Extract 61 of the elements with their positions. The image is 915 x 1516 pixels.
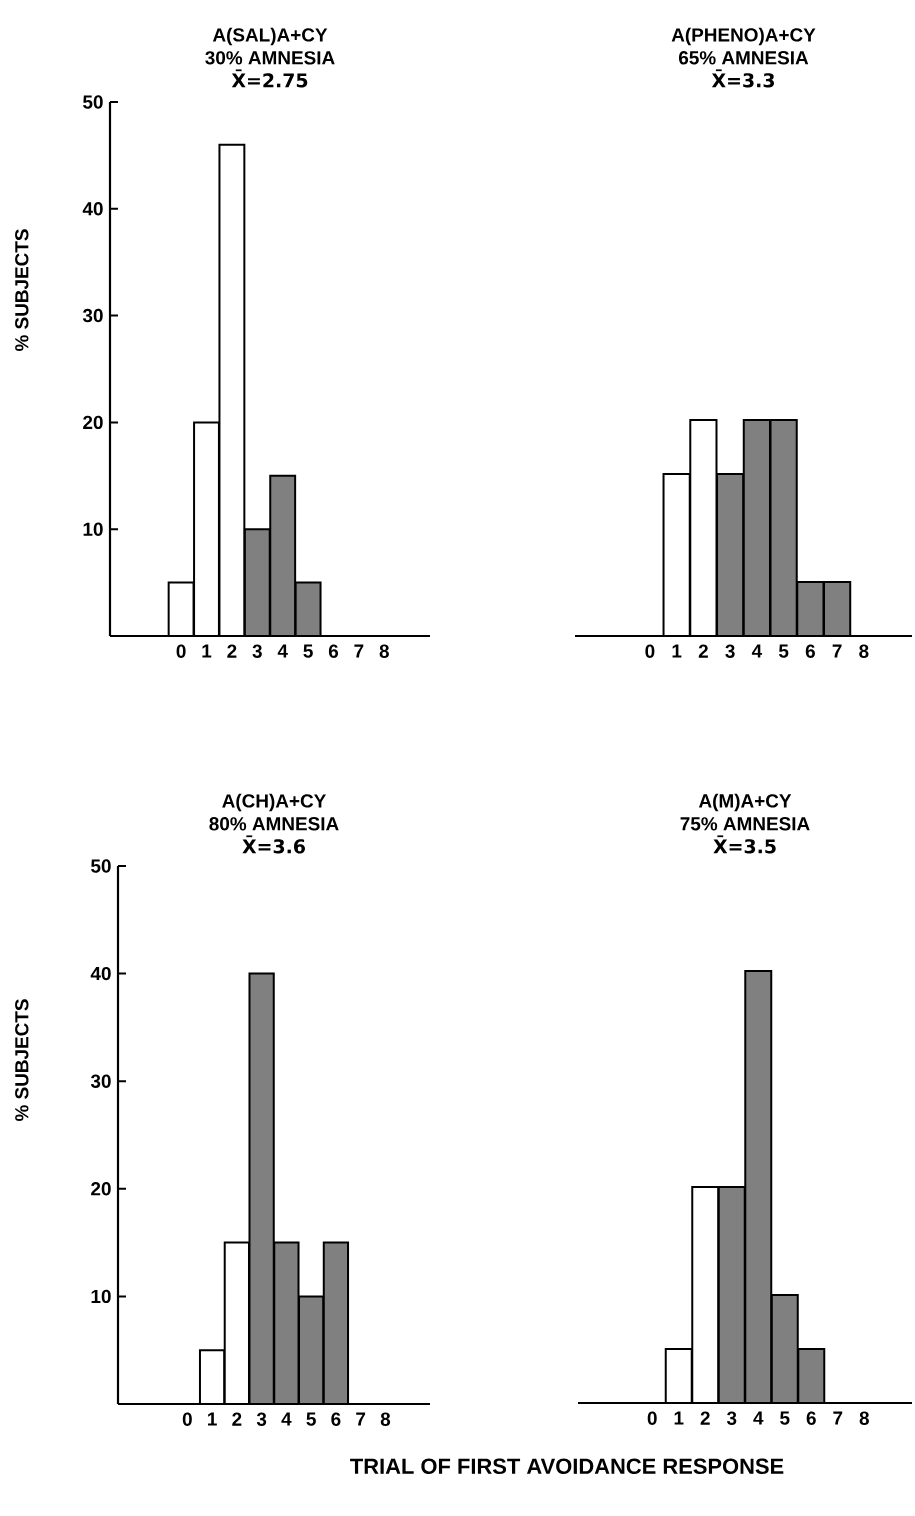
- x-tick-label: 1: [208, 1412, 217, 1426]
- x-tick-label: 3: [252, 644, 262, 658]
- x-tick-label: 0: [176, 644, 186, 658]
- x-tick-label: 4: [281, 1412, 292, 1426]
- chart-title: A(PHENO)A+CY: [671, 27, 816, 46]
- chart-subtitle: 75% AMNESIA: [680, 817, 810, 831]
- text: X̄=3.5: [713, 835, 776, 854]
- y-tick-label: 50: [91, 859, 111, 873]
- text: X̄=2.75: [231, 69, 308, 88]
- x-tick-label: 1: [202, 644, 212, 658]
- x-tick-label: 0: [645, 644, 655, 658]
- x-tick-label: 2: [700, 1411, 710, 1425]
- y-tick-label: 40: [82, 202, 103, 216]
- y-tick-label: 30: [90, 1074, 111, 1088]
- chart-subtitle: 65% AMNESIA: [678, 51, 809, 65]
- y-tick-label: 30: [82, 308, 103, 323]
- y-tick-label: 20: [91, 1182, 111, 1196]
- text: X̄=3.6: [242, 835, 305, 854]
- x-tick-label: 7: [356, 1412, 366, 1426]
- x-tick-label: 3: [725, 644, 735, 658]
- y-tick-label: 20: [83, 415, 103, 430]
- x-tick-label: 0: [182, 1412, 192, 1426]
- x-tick-label: 3: [256, 1412, 267, 1426]
- x-tick-label: 2: [232, 1412, 242, 1426]
- chart-title: A(M)A+CY: [698, 793, 792, 812]
- chart-subtitle: 30% AMNESIA: [205, 51, 335, 65]
- y-axis-title: % SUBJECTS: [15, 229, 29, 352]
- chart-title: A(SAL)A+CY: [212, 27, 328, 46]
- x-tick-label: 7: [833, 1411, 843, 1425]
- x-tick-label: 1: [672, 644, 682, 658]
- x-tick-label: 6: [328, 644, 339, 658]
- x-tick-label: 5: [778, 644, 789, 658]
- text: X̄=3.3: [711, 69, 774, 88]
- y-tick-label: 10: [91, 1289, 111, 1304]
- x-tick-label: 2: [227, 644, 237, 658]
- x-tick-label: 6: [806, 1411, 816, 1425]
- x-tick-label: 5: [306, 1412, 316, 1426]
- y-tick-label: 10: [83, 522, 103, 536]
- x-tick-label: 8: [859, 1411, 869, 1425]
- x-tick-label: 4: [753, 1411, 764, 1425]
- x-tick-label: 4: [277, 644, 288, 658]
- chart-title: A(CH)A+CY: [222, 793, 326, 812]
- x-tick-label: 5: [303, 644, 313, 658]
- x-tick-label: 7: [832, 644, 842, 658]
- x-tick-label: 4: [751, 644, 763, 658]
- x-tick-label: 2: [698, 644, 708, 658]
- x-tick-label: 5: [780, 1411, 790, 1425]
- y-axis-title: % SUBJECTS: [15, 999, 29, 1122]
- y-tick-label: 40: [90, 966, 111, 981]
- x-tick-label: 0: [647, 1411, 657, 1425]
- chart-subtitle: 80% AMNESIA: [209, 817, 339, 831]
- x-tick-label: 7: [354, 644, 364, 658]
- x-tick-label: 8: [379, 644, 389, 658]
- x-tick-label: 3: [726, 1411, 737, 1425]
- x-tick-label: 6: [331, 1412, 341, 1426]
- x-tick-label: 1: [674, 1411, 684, 1425]
- x-axis-title: TRIAL OF FIRST AVOIDANCE RESPONSE: [350, 1458, 784, 1475]
- y-tick-label: 50: [83, 95, 103, 109]
- x-tick-label: 6: [805, 644, 815, 658]
- x-tick-label: 8: [859, 644, 869, 658]
- x-tick-label: 8: [380, 1412, 391, 1426]
